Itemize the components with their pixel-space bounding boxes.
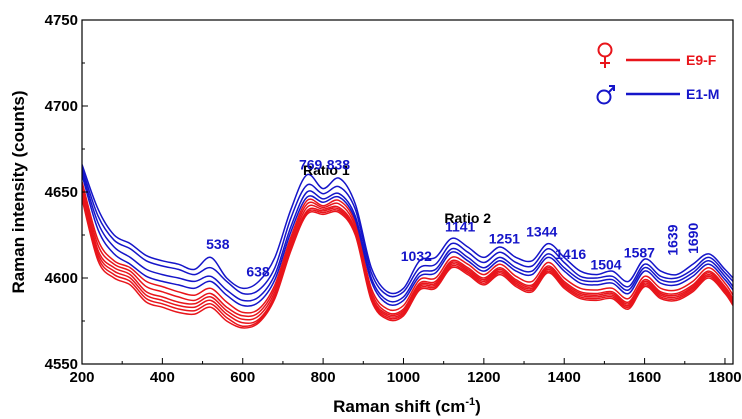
peak-label: 1251 (489, 231, 520, 247)
annotations: Ratio 1 Ratio 2 538 638 769 838 1032 1141 1251 13… (206, 157, 701, 280)
x-tick-label: 600 (230, 369, 255, 386)
y-axis-title: Raman intensity (counts) (9, 90, 28, 293)
group-label: Ratio 2 (444, 210, 491, 226)
spectrum-line-e1-m-1 (82, 167, 733, 298)
spectrum-line-e9-f-5 (82, 184, 733, 318)
y-tick-label: 4650 (45, 184, 78, 201)
x-axis-title: Raman shift (cm-1) (333, 396, 481, 416)
peak-label: 1639 (664, 224, 680, 255)
peak-label: 838 (327, 157, 351, 173)
x-tick-label: 1600 (628, 369, 661, 386)
legend-label: E1-M (686, 86, 719, 102)
spectrum-line-e9-f-7 (82, 191, 733, 324)
y-tick-label: 4750 (45, 12, 78, 29)
series-layer (82, 164, 733, 329)
x-tick-label: 1200 (467, 369, 500, 386)
peak-label: 1504 (590, 256, 621, 272)
x-tick-label: 1800 (708, 369, 741, 386)
peak-label: 1344 (526, 224, 557, 240)
spectrum-line-e1-m-3 (82, 174, 733, 307)
x-tick-label: 800 (311, 369, 336, 386)
y-tick-label: 4550 (45, 356, 78, 373)
y-tick-label: 4700 (45, 98, 78, 115)
male-symbol-icon (596, 85, 615, 105)
spectrum-line-e1-m-2 (82, 171, 733, 303)
x-tick-label: 200 (69, 369, 94, 386)
spectrum-line-e9-f-4 (82, 181, 733, 314)
legend-label: E9-F (686, 52, 717, 68)
group-label: Ratio 1 (303, 162, 350, 178)
y-axis: 4550 4600 4650 4700 4750 (45, 12, 88, 373)
peak-label: 769 (299, 157, 323, 173)
x-tick-label: 1000 (387, 369, 420, 386)
spectrum-line-e9-f-8 (82, 195, 733, 328)
peak-label: 1416 (555, 246, 586, 262)
legend: E9-F E1-M (596, 42, 719, 105)
peak-label: 1690 (685, 223, 701, 254)
female-symbol-icon (597, 42, 613, 68)
peak-label: 638 (246, 263, 270, 279)
x-tick-label: 1400 (548, 369, 581, 386)
peak-label: 1141 (445, 219, 476, 235)
peak-label: 1032 (401, 248, 432, 264)
x-tick-label: 400 (150, 369, 175, 386)
x-axis: 200 400 600 800 1000 1200 1400 1600 1800 (69, 358, 742, 386)
peak-label: 1587 (624, 244, 655, 260)
peak-label: 538 (206, 236, 230, 252)
spectrum-line-e9-f-9 (82, 198, 733, 329)
spectrum-line-e1-m-0 (82, 164, 733, 295)
y-tick-label: 4600 (45, 270, 78, 287)
spectrum-line-e9-f-6 (82, 188, 733, 321)
